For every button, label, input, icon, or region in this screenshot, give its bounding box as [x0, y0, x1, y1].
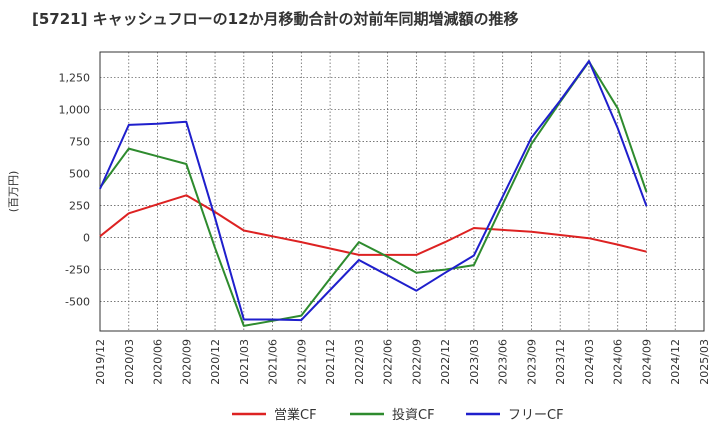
x-tick-label: 2022/03 — [353, 339, 366, 385]
x-tick-label: 2021/03 — [238, 339, 251, 385]
series-layer — [99, 60, 648, 327]
chart-title: [5721] キャッシュフローの12か月移動合計の対前年同期増減額の推移 — [32, 10, 519, 28]
y-tick-label: 0 — [83, 232, 90, 245]
legend-label: 営業CF — [274, 407, 317, 423]
y-tick-label: 250 — [69, 200, 90, 213]
legend: 営業CF 投資CF フリーCF — [232, 407, 564, 423]
y-tick-label: 500 — [69, 168, 90, 181]
x-tick-label: 2024/09 — [640, 339, 653, 385]
x-tick-label: 2022/06 — [382, 339, 395, 385]
y-tick-label: 1,250 — [59, 72, 91, 85]
x-tick-label: 2024/12 — [669, 339, 682, 385]
x-tick-label: 2021/09 — [295, 339, 308, 385]
x-tick-label: 2023/12 — [554, 339, 567, 385]
y-tick-label: -500 — [65, 296, 90, 309]
x-tick-label: 2021/12 — [324, 339, 337, 385]
legend-label: 投資CF — [392, 407, 435, 423]
series-line-フリーCF — [99, 60, 648, 322]
x-tick-label: 2023/03 — [468, 339, 481, 385]
series-line-投資CF — [99, 60, 648, 327]
y-tick-label: 1,000 — [59, 104, 91, 117]
x-tick-label: 2022/12 — [439, 339, 452, 385]
axis-layer — [99, 51, 705, 332]
x-tick-label: 2023/06 — [497, 339, 510, 385]
plot-border — [99, 51, 705, 332]
x-tick-label: 2024/06 — [612, 339, 625, 385]
grid-layer — [100, 52, 704, 331]
x-tick-label: 2022/09 — [410, 339, 423, 385]
y-axis-label: (百万円) — [7, 171, 20, 213]
x-tick-label: 2020/03 — [123, 339, 136, 385]
x-tick-label: 2024/03 — [583, 339, 596, 385]
x-tick-label: 2023/09 — [525, 339, 538, 385]
y-tick-label: -250 — [65, 264, 90, 277]
x-tick-label: 2020/06 — [152, 339, 165, 385]
legend-label: フリーCF — [508, 408, 564, 423]
y-tick-label: 750 — [69, 136, 90, 149]
x-tick-label: 2025/03 — [698, 339, 711, 385]
x-tick-label: 2020/09 — [180, 339, 193, 385]
x-tick-label: 2021/06 — [267, 339, 280, 385]
x-tick-label: 2020/12 — [209, 339, 222, 385]
series-line-営業CF — [99, 194, 647, 256]
label-layer: 2019/12 2020/03 2020/06 2020/09 2020/12 2021/… — [7, 72, 711, 385]
x-tick-label: 2019/12 — [94, 339, 107, 385]
